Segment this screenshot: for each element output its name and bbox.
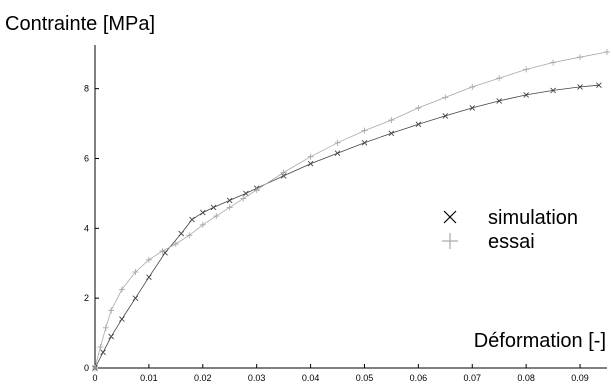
- essai-point: [132, 269, 139, 275]
- essai-point: [199, 221, 206, 228]
- essai-point: [334, 139, 341, 146]
- x-tick-label: 0.07: [463, 373, 481, 383]
- simulation-point: [307, 160, 314, 167]
- x-ticks: 0 0.01 0.02 0.03 0.04 0.05 0.06 0.07 0.08 0.09: [92, 364, 589, 383]
- y-axis-title: Contrainte [MPa]: [5, 13, 155, 35]
- simulation-point: [334, 150, 341, 157]
- simulation-point: [119, 316, 125, 322]
- x-tick-label: 0: [92, 373, 97, 383]
- essai-point: [226, 204, 233, 211]
- essai-point: [102, 324, 109, 331]
- simulation-point: [243, 190, 249, 197]
- simulation-point: [361, 139, 368, 146]
- legend: simulation essai: [442, 207, 578, 253]
- y-tick-label: 8: [84, 84, 89, 94]
- simulation-point: [415, 121, 422, 128]
- simulation-point: [146, 274, 152, 281]
- essai-point: [172, 241, 179, 247]
- x-tick-label: 0.01: [140, 373, 158, 383]
- y-tick-label: 2: [84, 293, 89, 303]
- legend-simulation-marker: [443, 210, 457, 224]
- essai-point: [469, 83, 476, 90]
- y-tick-label: 4: [84, 223, 89, 233]
- x-axis-title: Déformation [-]: [474, 330, 606, 352]
- legend-essai-marker: [442, 233, 458, 249]
- essai-point: [496, 75, 503, 82]
- simulation-point: [280, 173, 287, 179]
- x-tick-label: 0.04: [302, 373, 320, 383]
- simulation-point: [577, 84, 583, 90]
- legend-essai-label: essai: [488, 231, 535, 253]
- essai-point: [415, 104, 422, 111]
- simulation-point: [199, 209, 206, 216]
- essai-point: [145, 256, 152, 263]
- simulation-point: [523, 92, 530, 98]
- x-tick-label: 0.02: [194, 373, 212, 383]
- simulation-point: [210, 204, 217, 211]
- x-tick-label: 0.03: [248, 373, 266, 383]
- x-tick-label: 0.05: [356, 373, 374, 383]
- essai-point: [253, 186, 260, 193]
- simulation-point: [226, 197, 233, 204]
- x-tick-label: 0.08: [517, 373, 535, 383]
- essai-point: [550, 59, 557, 66]
- simulation-point: [496, 98, 503, 104]
- simulation-point: [100, 349, 106, 356]
- simulation-point: [189, 216, 195, 223]
- essai-point: [577, 54, 584, 61]
- y-tick-label: 6: [84, 153, 89, 163]
- essai-point: [213, 213, 220, 220]
- simulation-point: [596, 82, 602, 89]
- essai-point: [92, 365, 98, 371]
- simulation-point: [388, 130, 395, 137]
- simulation-point: [178, 230, 185, 237]
- essai-point: [97, 344, 104, 350]
- y-ticks: 0 2 4 6 8: [84, 84, 99, 373]
- essai-point: [280, 169, 287, 176]
- legend-simulation-label: simulation: [488, 207, 578, 229]
- simulation-point: [442, 113, 449, 119]
- essai-line: [94, 51, 608, 369]
- y-tick-label: 0: [84, 363, 89, 373]
- simulation-point: [132, 295, 139, 302]
- essai-point: [604, 49, 610, 55]
- essai-point: [361, 127, 368, 134]
- x-tick-label: 0.06: [410, 373, 428, 383]
- essai-point: [388, 117, 395, 124]
- series-layer: [92, 49, 610, 371]
- essai-point: [240, 195, 247, 202]
- essai-point: [186, 232, 193, 239]
- series-essai: [92, 49, 610, 371]
- simulation-point: [469, 105, 476, 111]
- essai-point: [159, 248, 166, 254]
- essai-point: [307, 153, 314, 160]
- essai-point: [108, 307, 115, 314]
- simulation-point: [108, 333, 115, 340]
- essai-point: [118, 286, 125, 293]
- essai-point: [442, 94, 449, 101]
- essai-point: [523, 66, 530, 73]
- simulation-point: [550, 87, 556, 94]
- x-tick-label: 0.09: [571, 373, 589, 383]
